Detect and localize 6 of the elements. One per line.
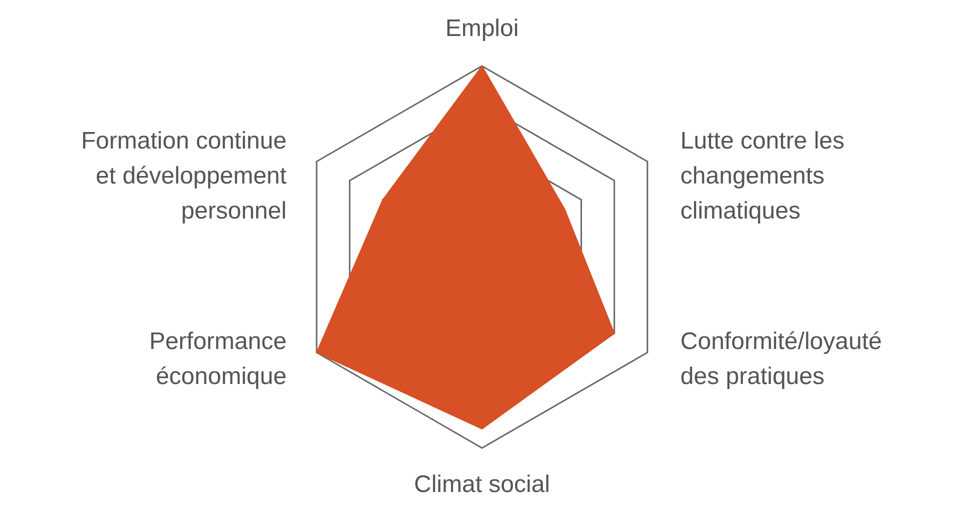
spoke-label: Formation continue et développement personnel xyxy=(81,127,287,224)
spoke-label: Conformité/loyauté des pratiques xyxy=(680,328,882,390)
spoke-label: Lutte contre les changements climatiques xyxy=(680,127,845,224)
spoke-label: Climat social xyxy=(414,470,550,498)
spoke-label: Emploi xyxy=(445,14,519,42)
spoke-label: Performance économique xyxy=(149,328,287,390)
